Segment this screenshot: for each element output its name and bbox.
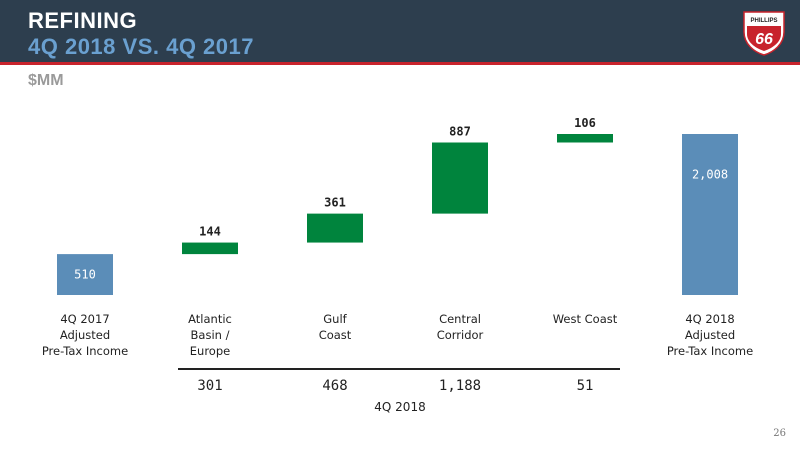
svg-text:PHILLIPS: PHILLIPS — [750, 18, 777, 24]
bar-value-label-3: 887 — [449, 124, 471, 138]
subtotal-value-3: 51 — [576, 378, 594, 394]
bar-value-label-2: 361 — [324, 196, 346, 210]
units-label: $MM — [28, 72, 64, 89]
category-label-line: Basin / — [190, 328, 230, 342]
slide-title: REFINING — [28, 8, 138, 33]
bar-value-label-1: 144 — [199, 225, 221, 239]
subtotal-rule — [178, 368, 620, 370]
slide-subtitle: 4Q 2018 VS. 4Q 2017 — [28, 34, 254, 59]
subtotal-label: 4Q 2018 — [374, 400, 426, 414]
category-label-4: West Coast — [525, 311, 645, 327]
category-label-line: Europe — [189, 344, 231, 358]
subtotal-value-1: 468 — [322, 378, 348, 394]
category-label-line: Adjusted — [684, 328, 736, 342]
bar-0 — [57, 254, 113, 295]
category-label-line: 4Q 2017 — [60, 312, 110, 326]
bar-value-label-0: 510 — [74, 268, 96, 282]
svg-text:66: 66 — [755, 31, 773, 48]
category-label-1: Atlantic Basin / Europe — [150, 311, 270, 359]
subtotal-value-2: 1,188 — [438, 378, 482, 394]
category-label-line: Central — [439, 312, 481, 326]
category-label-line: Coast — [318, 328, 352, 342]
category-label-line: Atlantic — [188, 312, 232, 326]
category-label-2: Gulf Coast — [275, 311, 395, 343]
bar-4 — [557, 134, 613, 143]
category-label-line: Pre-Tax Income — [666, 344, 754, 358]
bar-5 — [682, 134, 738, 295]
category-label-5: 4Q 2018 Adjusted Pre-Tax Income — [650, 311, 770, 359]
subtotal-value-0: 301 — [197, 378, 223, 394]
bar-value-label-5: 2,008 — [692, 168, 728, 182]
category-label-line: Gulf — [323, 312, 347, 326]
category-label-line: West Coast — [552, 312, 618, 326]
category-label-0: 4Q 2017 Adjusted Pre-Tax Income — [25, 311, 145, 359]
category-label-line: Pre-Tax Income — [41, 344, 129, 358]
category-label-line: Adjusted — [59, 328, 111, 342]
phillips-66-logo-icon: PHILLIPS 66 — [743, 11, 785, 56]
bar-1 — [182, 242, 238, 255]
bar-2 — [307, 213, 363, 243]
category-label-line: 4Q 2018 — [685, 312, 735, 326]
category-label-3: Central Corridor — [400, 311, 520, 343]
header-accent-rule — [0, 62, 800, 65]
header-bar — [0, 0, 800, 62]
page-number: 26 — [773, 428, 786, 439]
category-label-line: Corridor — [436, 328, 484, 342]
bar-3 — [432, 142, 488, 214]
bar-value-label-4: 106 — [574, 116, 596, 130]
